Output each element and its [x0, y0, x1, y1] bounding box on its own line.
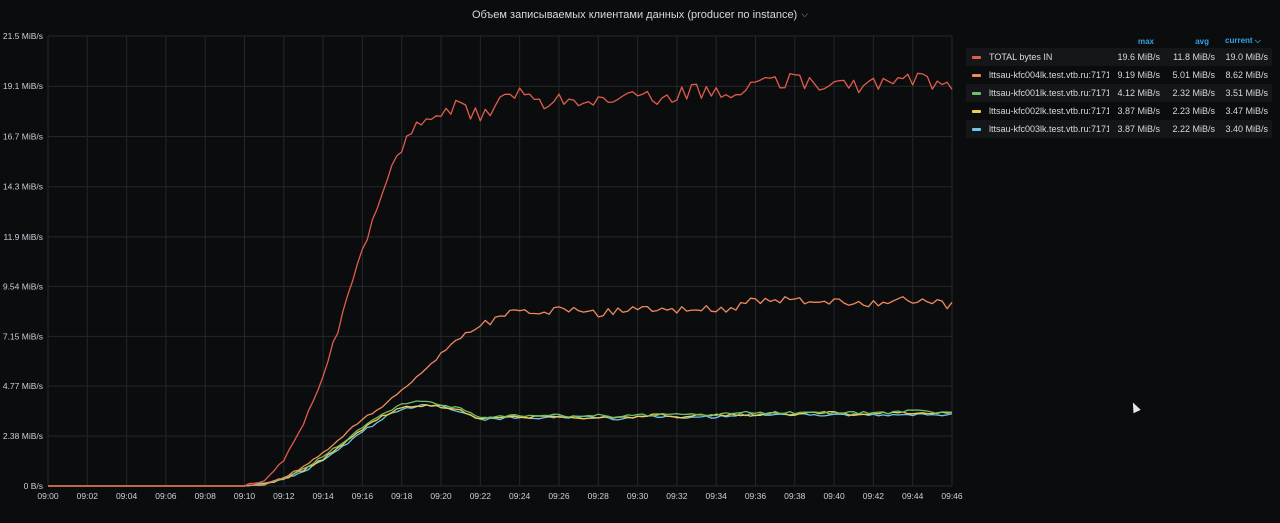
legend-max-value: 19.6 MiB/s — [1117, 52, 1160, 62]
x-tick-label: 09:30 — [627, 491, 649, 501]
x-tick-label: 09:18 — [391, 491, 413, 501]
legend-avg-value: 2.23 MiB/s — [1172, 106, 1215, 116]
legend-header: max avg current ⌵ — [966, 34, 1272, 48]
series-color-swatch[interactable] — [972, 91, 981, 95]
y-tick-label: 14.3 MiB/s — [3, 182, 43, 192]
legend-current-value: 3.47 MiB/s — [1225, 106, 1268, 116]
legend-header-current[interactable]: current ⌵ — [1225, 36, 1261, 45]
legend-avg-value: 11.8 MiB/s — [1173, 52, 1215, 62]
chevron-down-icon[interactable]: ⌵ — [801, 9, 809, 19]
legend-row-kfc002lk[interactable]: lttsau-kfc002lk.test.vtb.ru:7171 3.87 Mi… — [966, 102, 1272, 120]
legend-series-name[interactable]: lttsau-kfc002lk.test.vtb.ru:7171 — [989, 106, 1109, 116]
y-tick-label: 0 B/s — [24, 481, 43, 491]
y-tick-label: 7.15 MiB/s — [3, 331, 43, 341]
series-line[interactable] — [48, 400, 953, 487]
x-tick-label: 09:12 — [273, 491, 295, 501]
series-line[interactable] — [48, 403, 953, 487]
x-tick-label: 09:10 — [234, 491, 256, 501]
legend-row-kfc003lk[interactable]: lttsau-kfc003lk.test.vtb.ru:7171 3.87 Mi… — [966, 120, 1272, 138]
legend-row-kfc001lk[interactable]: lttsau-kfc001lk.test.vtb.ru:7171 4.12 Mi… — [966, 84, 1272, 102]
x-tick-label: 09:32 — [666, 491, 688, 501]
legend-max-value: 3.87 MiB/s — [1117, 106, 1160, 116]
y-tick-label: 11.9 MiB/s — [3, 232, 43, 242]
panel-title[interactable]: Объем записываемых клиентами данных (pro… — [0, 9, 1280, 21]
series-color-swatch[interactable] — [972, 127, 981, 131]
legend-current-value: 3.51 MiB/s — [1225, 88, 1268, 98]
y-tick-label: 2.38 MiB/s — [3, 431, 43, 441]
legend: max avg current ⌵ TOTAL bytes IN 19.6 Mi… — [966, 34, 1272, 138]
y-tick-label: 21.5 MiB/s — [3, 31, 43, 41]
legend-series-name[interactable]: TOTAL bytes IN — [989, 52, 1053, 62]
chart-series — [48, 72, 953, 487]
x-tick-label: 09:40 — [823, 491, 845, 501]
panel-title-text: Объем записываемых клиентами данных (pro… — [471, 9, 798, 21]
y-tick-label: 16.7 MiB/s — [3, 131, 43, 141]
x-tick-label: 09:06 — [155, 491, 177, 501]
legend-avg-value: 5.01 MiB/s — [1172, 70, 1215, 80]
series-color-swatch[interactable] — [972, 109, 981, 113]
legend-max-value: 3.87 MiB/s — [1117, 124, 1160, 134]
y-tick-label: 9.54 MiB/s — [3, 281, 43, 291]
x-tick-label: 09:16 — [352, 491, 374, 501]
legend-series-name[interactable]: lttsau-kfc001lk.test.vtb.ru:7171 — [989, 88, 1109, 98]
legend-current-value: 8.62 MiB/s — [1225, 70, 1268, 80]
series-line[interactable] — [48, 72, 953, 487]
legend-avg-value: 2.22 MiB/s — [1172, 124, 1215, 134]
series-color-swatch[interactable] — [972, 73, 981, 77]
series-line[interactable] — [48, 296, 953, 487]
x-tick-label: 09:42 — [863, 491, 885, 501]
x-tick-label: 09:24 — [509, 491, 531, 501]
x-axis: 09:00 09:02 09:04 09:06 09:08 09:10 09:12 09:14… — [37, 491, 963, 501]
x-tick-label: 09:08 — [195, 491, 217, 501]
x-tick-label: 09:28 — [588, 491, 610, 501]
y-tick-label: 19.1 MiB/s — [3, 81, 43, 91]
x-tick-label: 09:26 — [548, 491, 570, 501]
chart-grid — [47, 35, 953, 487]
legend-current-value: 19.0 MiB/s — [1225, 52, 1268, 62]
legend-row-total[interactable]: TOTAL bytes IN 19.6 MiB/s 11.8 MiB/s 19.… — [966, 48, 1272, 66]
legend-header-avg[interactable]: avg — [1195, 36, 1209, 46]
legend-current-value: 3.40 MiB/s — [1225, 124, 1268, 134]
x-tick-label: 09:20 — [430, 491, 452, 501]
legend-max-value: 9.19 MiB/s — [1117, 70, 1160, 80]
y-tick-label: 4.77 MiB/s — [3, 381, 43, 391]
series-color-swatch[interactable] — [972, 55, 981, 59]
x-tick-label: 09:38 — [784, 491, 806, 501]
legend-max-value: 4.12 MiB/s — [1117, 88, 1160, 98]
x-tick-label: 09:14 — [312, 491, 334, 501]
legend-series-name[interactable]: lttsau-kfc004lk.test.vtb.ru:7171 — [989, 70, 1109, 80]
x-tick-label: 09:02 — [77, 491, 99, 501]
x-tick-label: 09:44 — [902, 491, 924, 501]
x-tick-label: 09:22 — [470, 491, 492, 501]
x-tick-label: 09:36 — [745, 491, 767, 501]
y-axis: 0 B/s 2.38 MiB/s 4.77 MiB/s 7.15 MiB/s 9.54 … — [3, 31, 43, 491]
x-tick-label: 09:34 — [706, 491, 728, 501]
x-tick-label: 09:46 — [941, 491, 963, 501]
legend-header-max[interactable]: max — [1137, 36, 1154, 46]
legend-rows: TOTAL bytes IN 19.6 MiB/s 11.8 MiB/s 19.… — [966, 48, 1272, 138]
series-line[interactable] — [48, 404, 953, 487]
legend-series-name[interactable]: lttsau-kfc003lk.test.vtb.ru:7171 — [989, 124, 1109, 134]
x-tick-label: 09:04 — [116, 491, 138, 501]
legend-avg-value: 2.32 MiB/s — [1172, 88, 1215, 98]
x-tick-label: 09:00 — [37, 491, 59, 501]
legend-row-kfc004lk[interactable]: lttsau-kfc004lk.test.vtb.ru:7171 9.19 Mi… — [966, 66, 1272, 84]
